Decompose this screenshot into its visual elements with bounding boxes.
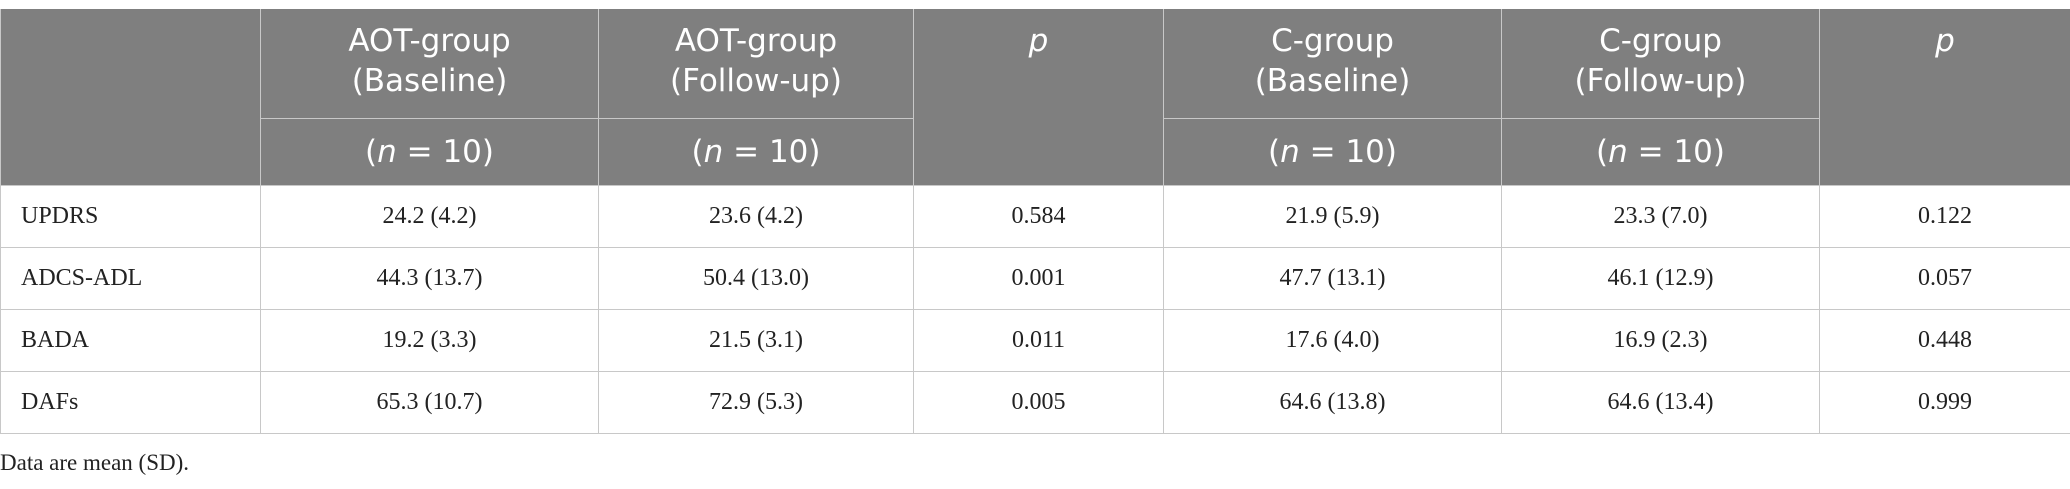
header-title: (Baseline) (1254, 63, 1411, 99)
table-cell: 17.6 (4.0) (1163, 308, 1502, 372)
header-title: (Baseline) (351, 63, 508, 99)
header-title: p (1935, 23, 1955, 59)
table-cell: UPDRS (0, 184, 261, 248)
table-row: UPDRS 24.2 (4.2) 23.6 (4.2) 0.584 21.9 (5.9)… (0, 184, 2070, 248)
table-cell: 44.3 (13.7) (260, 246, 599, 310)
table-row: ADCS-ADL 44.3 (13.7) 50.4 (13.0) 0.001 47.7 … (0, 246, 2070, 310)
table-cell: 23.3 (7.0) (1501, 184, 1820, 248)
table-cell: 64.6 (13.4) (1501, 370, 1820, 434)
table-cell: 0.122 (1819, 184, 2070, 248)
table-row: DAFs 65.3 (10.7) 72.9 (5.3) 0.005 64.6 (13.8… (0, 370, 2070, 434)
table-cell: 0.999 (1819, 370, 2070, 434)
table-header: AOT-group (Baseline) AOT-group (Follow-up) p… (0, 9, 2070, 185)
header-cell: AOT-group (Baseline) (260, 9, 599, 119)
table-body: UPDRS 24.2 (4.2) 23.6 (4.2) 0.584 21.9 (5.9)… (0, 184, 2070, 434)
header-n: n (703, 133, 724, 170)
header-n-cell: (n = 10) (1163, 118, 1502, 185)
header-cell: AOT-group (Follow-up) (598, 9, 914, 119)
header-title: AOT-group (674, 23, 838, 59)
table-cell: 0.011 (913, 308, 1164, 372)
header-title-line: C-group (1164, 21, 1501, 61)
header-n: = 10) (396, 133, 494, 170)
header-title: (Follow-up) (1574, 63, 1747, 99)
table-wrap: AOT-group (Baseline) AOT-group (Follow-up) p… (0, 9, 2070, 434)
table-cell: 46.1 (12.9) (1501, 246, 1820, 310)
header-title-line: (Baseline) (1164, 61, 1501, 101)
table-cell: BADA (0, 308, 261, 372)
header-title: (Follow-up) (670, 63, 842, 99)
header-title-line: p (1820, 21, 2070, 61)
header-row: AOT-group (Baseline) AOT-group (Follow-up) p… (0, 9, 2070, 185)
header-title-line: p (914, 21, 1163, 61)
header-n: = 10) (723, 133, 821, 170)
header-cell: C-group (Baseline) (1163, 9, 1502, 119)
header-n: ( (365, 133, 378, 170)
table-row: BADA 19.2 (3.3) 21.5 (3.1) 0.011 17.6 (4.0) 1… (0, 308, 2070, 372)
header-n: ( (1596, 133, 1609, 170)
header-n-cell: (n = 10) (1501, 118, 1820, 185)
table-cell: 23.6 (4.2) (598, 184, 914, 248)
header-n: n (377, 133, 397, 170)
table-cell: 50.4 (13.0) (598, 246, 914, 310)
table-cell: 72.9 (5.3) (598, 370, 914, 434)
table-cell: 24.2 (4.2) (260, 184, 599, 248)
header-title-line: (Baseline) (261, 61, 598, 101)
header-cell: C-group (Follow-up) (1501, 9, 1820, 119)
header-title: C-group (1599, 23, 1722, 59)
table: AOT-group (Baseline) AOT-group (Follow-up) p… (0, 9, 2070, 434)
table-cell: 64.6 (13.8) (1163, 370, 1502, 434)
table-cell: 65.3 (10.7) (260, 370, 599, 434)
table-cell: DAFs (0, 370, 261, 434)
header-cell: p (913, 9, 1164, 185)
header-row: (n = 10) (n = 10) (n = 10) (n = 10) (1, 118, 2070, 185)
table-cell: ADCS-ADL (0, 246, 261, 310)
header-title-line: C-group (1502, 21, 1819, 61)
table-cell: 0.584 (913, 184, 1164, 248)
header-n: = 10) (1627, 133, 1725, 170)
header-n: ( (1268, 133, 1281, 170)
header-title: AOT-group (348, 23, 511, 59)
header-n: n (1608, 133, 1628, 170)
table-cell: 0.057 (1819, 246, 2070, 310)
table-cell: 0.005 (913, 370, 1164, 434)
header-title: C-group (1271, 23, 1394, 59)
table-cell: 0.001 (913, 246, 1164, 310)
header-n: ( (691, 133, 704, 170)
header-cell: p (1819, 9, 2070, 185)
header-n: = 10) (1299, 133, 1397, 170)
footnote: Data are mean (SD). (0, 450, 190, 475)
table-cell: 21.9 (5.9) (1163, 184, 1502, 248)
table-cell: 47.7 (13.1) (1163, 246, 1502, 310)
header-n-cell: (n = 10) (598, 118, 914, 185)
table-cell: 19.2 (3.3) (260, 308, 599, 372)
header-n: n (1280, 133, 1300, 170)
header-title: p (1028, 23, 1049, 59)
header-n-cell: (n = 10) (260, 118, 599, 185)
table-cell: 21.5 (3.1) (598, 308, 914, 372)
header-title-line: AOT-group (599, 21, 913, 61)
table-cell: 0.448 (1819, 308, 2070, 372)
header-title-line: (Follow-up) (599, 61, 913, 101)
header-cell (0, 9, 261, 185)
header-title-line: (Follow-up) (1502, 61, 1819, 101)
header-title-line: AOT-group (261, 21, 598, 61)
table-cell: 16.9 (2.3) (1501, 308, 1820, 372)
